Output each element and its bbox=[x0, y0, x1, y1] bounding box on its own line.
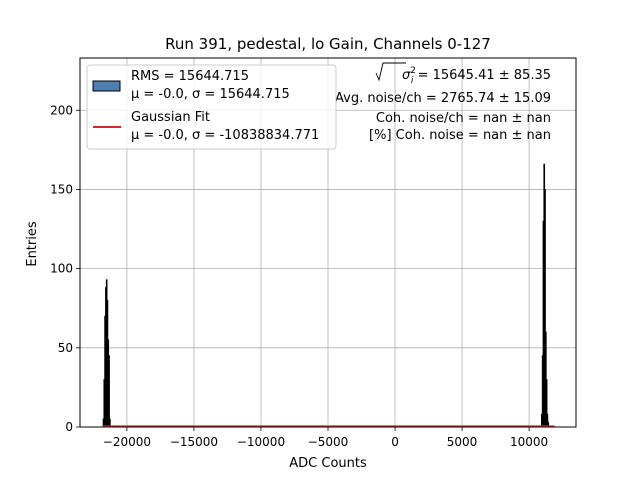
x-tick-label: −5000 bbox=[308, 435, 349, 449]
legend-rms-stats: μ = -0.0, σ = 15644.715 bbox=[131, 87, 290, 102]
x-tick-label: 10000 bbox=[510, 435, 548, 449]
x-tick-label: 5000 bbox=[447, 435, 478, 449]
x-axis-ticks: −20000 −15000 −10000 −5000 0 5000 10000 bbox=[103, 427, 548, 449]
stats-coh-noise-percent: [%] Coh. noise = nan ± nan bbox=[369, 128, 551, 143]
x-axis-label: ADC Counts bbox=[289, 456, 367, 471]
legend-rms-patch bbox=[92, 80, 121, 92]
x-tick-label: −15000 bbox=[170, 435, 218, 449]
stats-rms-line: σ2 i = 15645.41 ± 85.35 bbox=[402, 66, 551, 86]
stats-avg-noise: Avg. noise/ch = 2765.74 ± 15.09 bbox=[335, 91, 551, 106]
legend: RMS = 15644.715 μ = -0.0, σ = 15644.715 … bbox=[86, 64, 337, 150]
y-axis-label: Entries bbox=[25, 221, 40, 267]
y-tick-label: 150 bbox=[50, 182, 73, 196]
sigma-subscript: i bbox=[411, 76, 414, 86]
sigma-symbol: σ bbox=[402, 68, 411, 83]
legend-fit-label: Gaussian Fit bbox=[131, 110, 210, 125]
y-axis-ticks: 0 50 100 150 200 bbox=[50, 103, 80, 434]
sigma-superscript: 2 bbox=[410, 66, 416, 76]
y-tick-label: 0 bbox=[65, 420, 73, 434]
histogram-bar bbox=[108, 355, 110, 428]
stats-coh-noise: Coh. noise/ch = nan ± nan bbox=[376, 111, 551, 126]
x-tick-label: 0 bbox=[391, 435, 399, 449]
stats-rms-value: = 15645.41 ± 85.35 bbox=[413, 68, 551, 83]
stats-text-block: σ2 i = 15645.41 ± 85.35 Avg. noise/ch = 2… bbox=[335, 62, 551, 143]
sqrt-sign-icon bbox=[375, 62, 406, 82]
y-tick-label: 200 bbox=[50, 103, 73, 117]
legend-fit-stats: μ = -0.0, σ = -10838834.771 bbox=[131, 128, 319, 143]
legend-box bbox=[86, 64, 337, 150]
chart-title: Run 391, pedestal, lo Gain, Channels 0-1… bbox=[165, 35, 491, 53]
y-tick-label: 100 bbox=[50, 262, 73, 276]
y-tick-label: 50 bbox=[58, 341, 73, 355]
legend-rms-label: RMS = 15644.715 bbox=[131, 69, 249, 84]
x-tick-label: −20000 bbox=[103, 435, 151, 449]
x-tick-label: −10000 bbox=[237, 435, 285, 449]
